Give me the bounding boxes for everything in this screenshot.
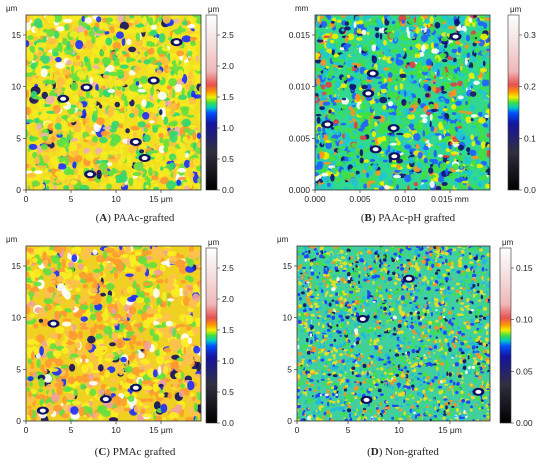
colorbar-tick-label-d: 0.15: [516, 263, 533, 273]
colorbar-c: [206, 248, 217, 423]
colorbar-d: [500, 248, 511, 423]
x-tick-label-a: 0: [24, 194, 29, 204]
y-tick-label-a: 5: [16, 133, 21, 143]
x-tick-label-c: 0: [24, 425, 29, 435]
caption-b: (B) PAAc-pH grafted: [318, 212, 498, 224]
colorbar-tick-label-a: 1.0: [222, 123, 234, 133]
colorbar-tick-label-c: 2.5: [222, 263, 234, 273]
panel-a: μm 15 10 5 00 5 10 15 μm μm 2.5 2.0 1.5 1.0 0.5 0.0: [6, 4, 234, 204]
height-map-b: [311, 11, 493, 193]
x-tick-label-c: 5: [69, 425, 74, 435]
y-tick-label-b: 0.015: [289, 30, 311, 40]
y-unit-c: μm: [6, 235, 18, 244]
colorbar-unit-c: μm: [208, 238, 220, 247]
colorbar-tick-label-c: 1.5: [222, 325, 234, 335]
colorbar-a: [206, 15, 217, 190]
colorbar-unit-b: μm: [510, 5, 522, 14]
y-unit-b: mm: [295, 4, 309, 13]
caption-d-text: Non-grafted: [385, 446, 439, 458]
y-tick-label-d: 15: [283, 261, 293, 271]
y-tick-label-d: 0: [287, 416, 292, 426]
colorbar-b: [508, 15, 519, 190]
y-tick-label-a: 0: [16, 185, 21, 195]
colorbar-tick-label-d: 0.00: [516, 418, 533, 428]
height-map-c: [22, 242, 205, 425]
colorbar-tick-label-b: 0.3: [524, 30, 536, 40]
caption-b-text: PAAc-pH grafted: [378, 212, 455, 224]
x-tick-label-d: 0: [295, 425, 300, 435]
colorbar-tick-label-c: 0.0: [222, 418, 234, 428]
x-tick-label-a: 15 μm: [149, 194, 173, 204]
x-tick-label-d: 5: [346, 425, 351, 435]
colorbar-tick-label-c: 1.0: [222, 356, 234, 366]
colorbar-tick-label-a: 0.0: [222, 185, 234, 195]
panel-d: μm 15 10 5 00 5 10 15 μm μm 0.15 0.10 0.05 0.00: [277, 235, 533, 435]
x-tick-label-a: 10: [111, 194, 121, 204]
x-tick-label-a: 5: [69, 194, 74, 204]
colorbar-tick-label-b: 0.2: [524, 82, 536, 92]
panel-c: μm 15 10 5 00 5 10 15 μm μm 2.5 2.0 1.5 1.0 0.5 0.0: [6, 235, 234, 435]
y-tick-label-a: 10: [12, 82, 22, 92]
x-tick-label-d: 15 μm: [438, 425, 462, 435]
x-tick-label-b: 0.015 mm: [431, 194, 469, 204]
colorbar-unit-a: μm: [208, 5, 220, 14]
colorbar-tick-label-d: 0.10: [516, 315, 533, 325]
colorbar-tick-label-a: 2.5: [222, 30, 234, 40]
x-tick-label-c: 10: [111, 425, 121, 435]
y-tick-label-a: 15: [12, 30, 22, 40]
x-tick-label-b: 0.010: [394, 194, 416, 204]
y-tick-label-c: 5: [16, 364, 21, 374]
colorbar-tick-label-a: 2.0: [222, 61, 234, 71]
x-tick-label-b: 0.005: [349, 194, 371, 204]
y-tick-label-b: 0.010: [289, 82, 311, 92]
y-unit-d: μm: [277, 235, 289, 244]
caption-a-text: PAAc-grafted: [114, 212, 175, 224]
x-tick-label-d: 10: [394, 425, 404, 435]
caption-a: (A) PAAc-grafted: [50, 212, 220, 224]
colorbar-unit-d: μm: [502, 238, 514, 247]
y-tick-label-c: 10: [12, 313, 22, 323]
colorbar-tick-label-a: 1.5: [222, 92, 234, 102]
colorbar-tick-label-c: 2.0: [222, 294, 234, 304]
height-map-d: [295, 244, 492, 423]
caption-c-text: PMAc grafted: [113, 446, 176, 458]
y-unit-a: μm: [6, 4, 18, 13]
colorbar-tick-label-b: 0.1: [524, 133, 536, 143]
y-tick-label-c: 0: [16, 416, 21, 426]
height-map-a: [23, 11, 205, 194]
y-tick-label-d: 5: [287, 364, 292, 374]
y-tick-label-d: 10: [283, 313, 293, 323]
colorbar-tick-label-d: 0.05: [516, 366, 533, 376]
colorbar-tick-label-c: 0.5: [222, 387, 234, 397]
caption-d: (D) Non-grafted: [318, 446, 488, 458]
y-tick-label-c: 15: [12, 261, 22, 271]
x-tick-label-b: 0.000: [304, 194, 326, 204]
x-tick-label-c: 15 μm: [149, 425, 173, 435]
caption-c: (C) PMAc grafted: [50, 446, 220, 458]
colorbar-tick-label-b: 0.0: [524, 185, 536, 195]
colorbar-tick-label-a: 0.5: [222, 154, 234, 164]
y-tick-label-b: 0.005: [289, 133, 311, 143]
